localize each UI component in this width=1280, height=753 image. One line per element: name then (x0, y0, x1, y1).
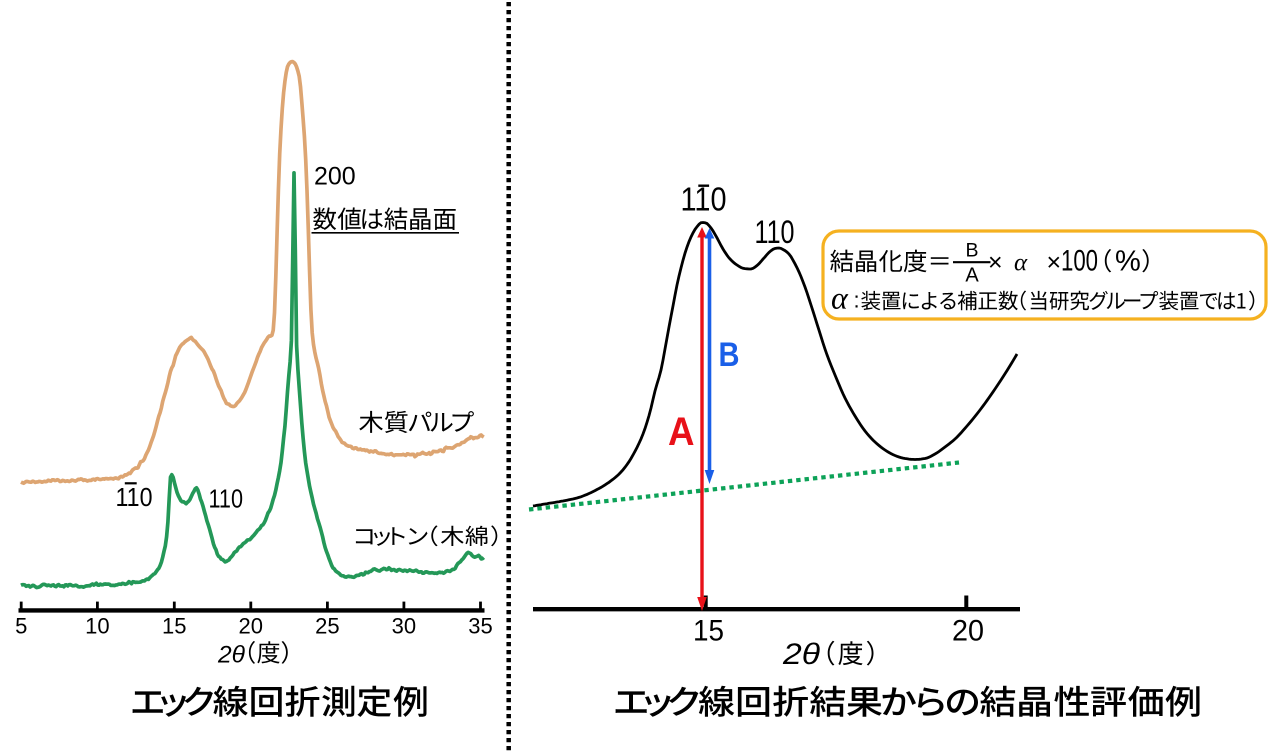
svg-text::: : (854, 288, 860, 313)
svg-text:30: 30 (392, 614, 416, 639)
svg-text:α: α (1014, 249, 1028, 276)
svg-text:×: × (1047, 248, 1062, 276)
svg-text:%: % (1115, 245, 1141, 277)
svg-text:110: 110 (116, 482, 153, 512)
svg-text:10: 10 (85, 614, 109, 639)
svg-text:A: A (965, 265, 979, 287)
svg-text:100: 100 (1061, 244, 1098, 277)
svg-text:110: 110 (209, 483, 244, 513)
svg-text:20: 20 (239, 614, 263, 639)
svg-text:×: × (988, 248, 1003, 276)
svg-text:2θ: 2θ (217, 641, 245, 668)
svg-text:15: 15 (693, 614, 724, 647)
svg-text:2θ: 2θ (782, 638, 821, 671)
svg-text:A: A (668, 410, 695, 454)
svg-text:110: 110 (755, 214, 795, 250)
svg-text:25: 25 (315, 614, 339, 639)
svg-text:5: 5 (15, 614, 27, 639)
svg-text:B: B (965, 239, 978, 261)
svg-text:35: 35 (468, 614, 492, 639)
svg-text:200: 200 (314, 163, 356, 191)
svg-text:α: α (831, 279, 849, 315)
svg-text:20: 20 (952, 614, 984, 647)
svg-text:B: B (719, 336, 740, 374)
svg-text:15: 15 (162, 614, 186, 639)
